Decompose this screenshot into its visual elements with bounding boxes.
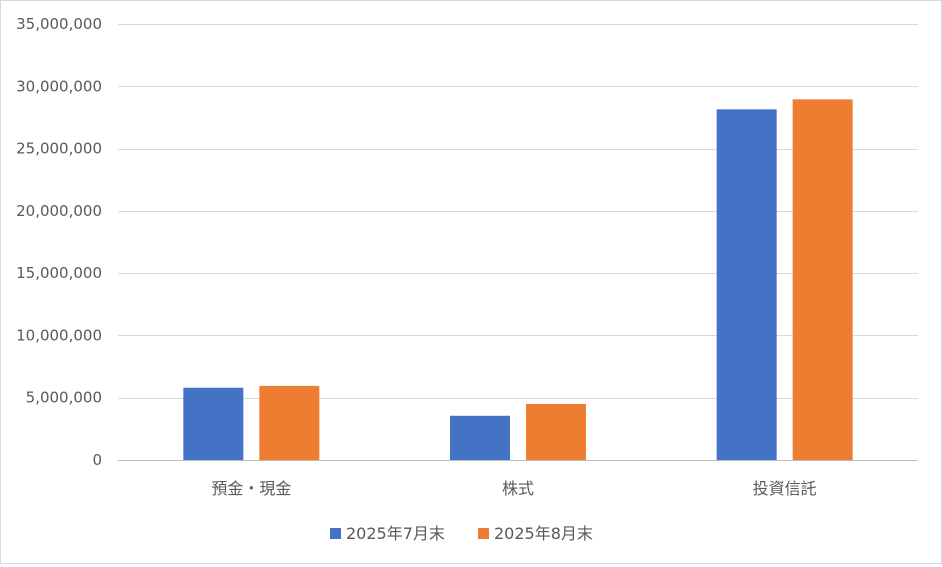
legend-label-1: 2025年7月末: [346, 524, 445, 543]
gridlines: [118, 24, 918, 461]
y-tick-label: 10,000,000: [16, 326, 102, 344]
y-tick-label: 15,000,000: [16, 264, 102, 282]
legend-swatch-1: [330, 528, 341, 539]
bar-2-3: [792, 99, 853, 460]
y-tick-label: 5,000,000: [26, 389, 102, 407]
x-category-label: 株式: [502, 479, 534, 498]
legend-label-2: 2025年8月末: [494, 524, 593, 543]
y-tick-label: 30,000,000: [16, 77, 102, 95]
legend-swatch-2: [478, 528, 489, 539]
y-tick-label: 35,000,000: [16, 15, 102, 33]
x-category-label: 投資信託: [753, 479, 817, 498]
bar-1-3: [716, 109, 777, 461]
legend: 2025年7月末 2025年8月末: [330, 524, 593, 543]
bar-1-1: [183, 387, 244, 460]
bars: [183, 99, 853, 461]
bar-1-2: [450, 415, 510, 460]
y-tick-label: 25,000,000: [16, 140, 102, 158]
bar-2-2: [526, 403, 586, 460]
x-category-label: 預金・現金: [211, 479, 291, 498]
bar-2-1: [259, 385, 320, 460]
y-tick-label: 20,000,000: [16, 202, 102, 220]
y-tick-label: 0: [92, 451, 102, 469]
y-axis-tick-labels: 0 5,000,000 10,000,000 15,000,000 20,000,000…: [16, 15, 102, 469]
x-axis-category-labels: 預金・現金 株式 投資信託: [211, 479, 816, 498]
